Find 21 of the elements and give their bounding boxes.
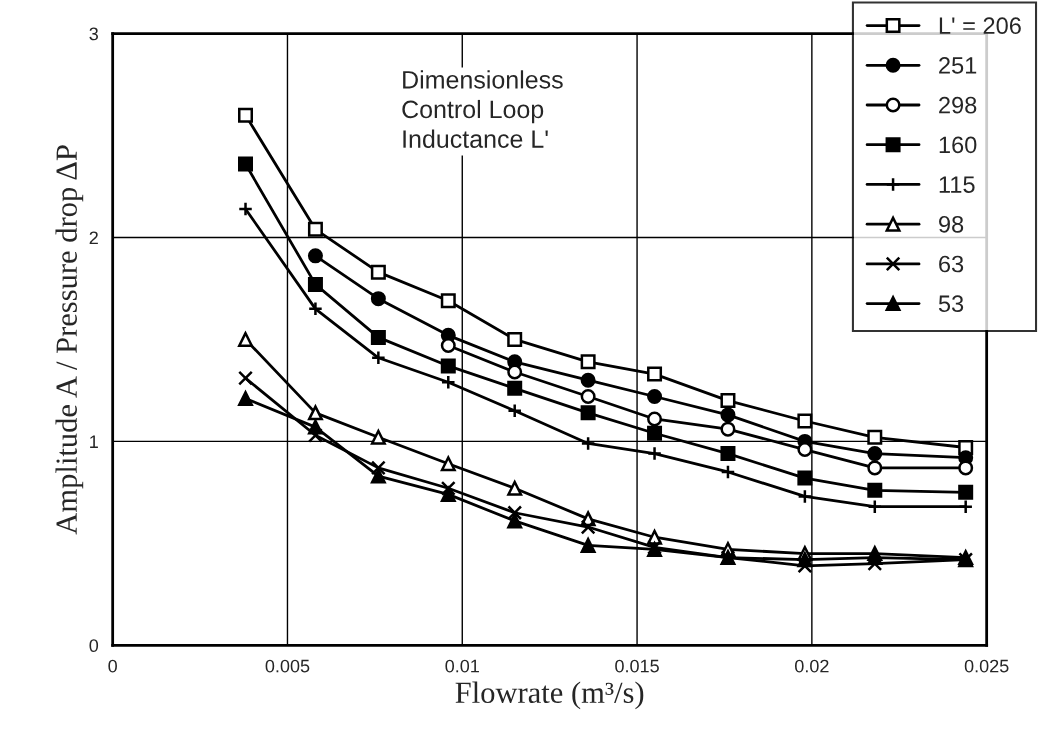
x-tick-label: 0.015 xyxy=(615,659,659,673)
x-tick-label: 0.01 xyxy=(445,659,479,673)
y-axis-title: Amplitude A / Pressure drop ΔP xyxy=(55,145,84,535)
legend-label: 160 xyxy=(939,136,977,154)
y-tick-label: 0 xyxy=(89,639,99,653)
annotation: Dimensionless Control Loop Inductance L' xyxy=(402,70,563,148)
legend-label: 298 xyxy=(939,96,977,114)
legend-label: 115 xyxy=(939,176,975,193)
x-tick-label: 0 xyxy=(108,659,117,673)
y-tick-label: 1 xyxy=(90,435,98,448)
legend-label: 98 xyxy=(939,215,964,233)
y-tick-label: 3 xyxy=(89,27,98,41)
x-tick-label: 0.005 xyxy=(265,659,310,673)
y-tick-label: 2 xyxy=(89,231,98,245)
x-tick-label: 0.025 xyxy=(964,659,1009,673)
legend-label: L' = 206 xyxy=(939,17,1021,35)
x-tick-label: 0.02 xyxy=(795,659,829,673)
legend-label: 63 xyxy=(939,255,964,273)
x-axis-title: Flowrate (m³/s) xyxy=(455,681,644,710)
legend-label: 251 xyxy=(939,57,977,74)
legend-label: 53 xyxy=(938,295,964,313)
